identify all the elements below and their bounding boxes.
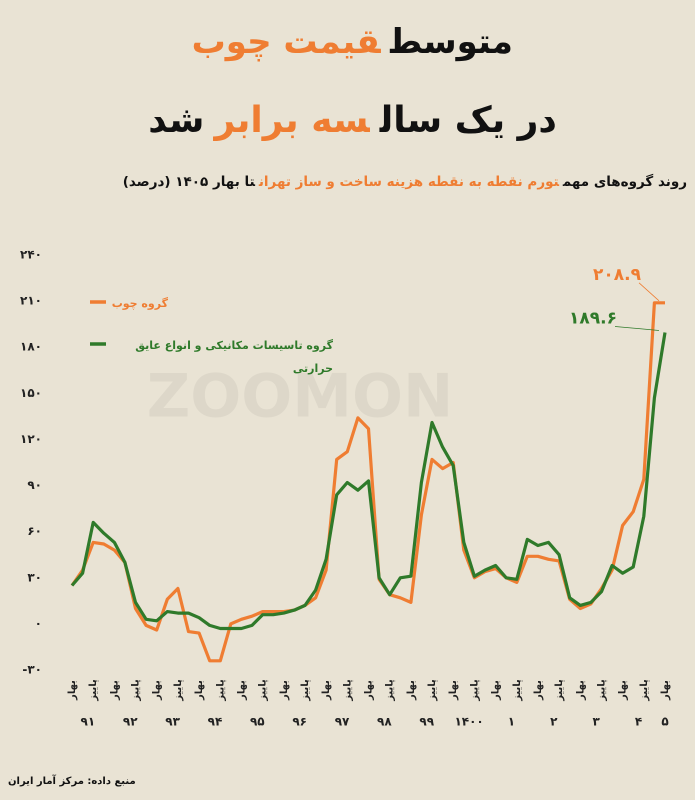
x-tick-label: پاییز [173, 679, 184, 702]
x-tick-label: بهار [109, 680, 120, 701]
x-tick-label: پاییز [385, 679, 396, 702]
year-label: ۲ [550, 715, 558, 729]
x-tick-label: پاییز [469, 679, 480, 702]
x-tick-label: بهار [321, 680, 332, 701]
x-tick-label: بهار [67, 680, 78, 701]
x-tick-label: بهار [364, 680, 375, 701]
legend-label: گروه تاسیسات مکانیکی و انواع عایق حرارتی [135, 339, 333, 375]
watermark: ZOOMON [147, 362, 453, 432]
subtitle-part: تورم نقطه به نقطه هزینه ساخت و ساز تهران [258, 174, 560, 190]
title-part: شد [148, 100, 205, 141]
x-tick-label: بهار [152, 680, 163, 701]
year-label: ۹۵ [250, 715, 265, 729]
title-line-2: در یک سالسه برابرشد [0, 100, 695, 141]
year-label: ۹۲ [123, 715, 138, 729]
y-tick-label: ۳۰ [27, 570, 42, 584]
title-part: در یک سال [379, 100, 557, 141]
x-tick-label: بهار [448, 680, 459, 701]
x-tick-label: بهار [406, 680, 417, 701]
y-tick-label: ۰ [35, 616, 42, 630]
value-label: ۲۰۸.۹ [593, 265, 642, 285]
x-tick-label: پاییز [554, 679, 565, 702]
year-label: ۹۴ [208, 715, 223, 729]
x-tick-label: پاییز [342, 679, 353, 702]
y-tick-label: ۹۰ [27, 478, 42, 492]
x-tick-label: پاییز [131, 679, 142, 702]
year-label: ۹۷ [335, 715, 350, 729]
y-tick-label: -۳۰ [22, 663, 42, 677]
x-tick-label: پاییز [215, 679, 226, 702]
subtitle-part: تا بهار ۱۴۰۵ (درصد) [122, 174, 256, 190]
title-line-1: متوسطقیمت چوب [0, 22, 695, 62]
source: منبع داده: مرکز آمار ایران [8, 776, 136, 787]
year-label: ۹۹ [419, 715, 434, 729]
title-part: قیمت چوب [191, 22, 381, 62]
x-tick-label: پاییز [427, 679, 438, 702]
x-tick-label: پاییز [639, 679, 650, 702]
year-label: ۱۴۰۰ [454, 715, 483, 729]
subtitle-part: روند گروه‌های مهم [562, 174, 687, 190]
year-label: ۹۶ [292, 715, 307, 729]
year-label: ۹۳ [165, 715, 180, 729]
year-label: ۴ [635, 715, 642, 729]
subtitle: روند گروه‌های مهمتورم نقطه به نقطه هزینه… [0, 174, 695, 190]
x-tick-label: بهار [491, 680, 502, 701]
title-part: سه برابر [214, 100, 370, 141]
x-tick-label: بهار [279, 680, 290, 701]
x-tick-label: پاییز [596, 679, 607, 702]
legend-label: گروه چوب [111, 297, 168, 310]
series-line [70, 332, 667, 631]
year-label: ۵ [661, 715, 668, 729]
y-tick-label: ۶۰ [27, 524, 42, 538]
y-tick-label: ۱۸۰ [20, 340, 42, 354]
y-tick-label: ۲۱۰ [20, 294, 42, 308]
year-label: ۱ [508, 715, 515, 729]
x-tick-label: بهار [533, 680, 544, 701]
x-tick-label: بهار [236, 680, 247, 701]
legend-box: گروه تاسیسات مکانیکی و انواع عایق حرارتی [135, 339, 333, 375]
x-tick-label: پاییز [258, 679, 269, 702]
value-label-leader [614, 326, 660, 331]
x-tick-label: پاییز [512, 679, 523, 702]
y-tick-label: ۱۵۰ [20, 386, 42, 400]
y-tick-label: ۱۲۰ [20, 432, 42, 446]
year-label: ۹۸ [377, 715, 392, 729]
y-tick-label: ۲۴۰ [20, 248, 42, 262]
title-part: متوسط [390, 22, 513, 62]
x-tick-label: پاییز [300, 679, 311, 702]
x-tick-label: پاییز [88, 679, 99, 702]
value-label: ۱۸۹.۶ [569, 308, 617, 328]
x-tick-label: بهار [194, 680, 205, 701]
year-label: ۹۱ [81, 715, 96, 729]
value-label-leader [638, 282, 660, 302]
legend-box: گروه چوب [111, 297, 168, 310]
x-tick-label: بهار [660, 680, 671, 701]
x-tick-label: بهار [618, 680, 629, 701]
year-label: ۳ [593, 715, 601, 729]
x-tick-label: بهار [575, 680, 586, 701]
